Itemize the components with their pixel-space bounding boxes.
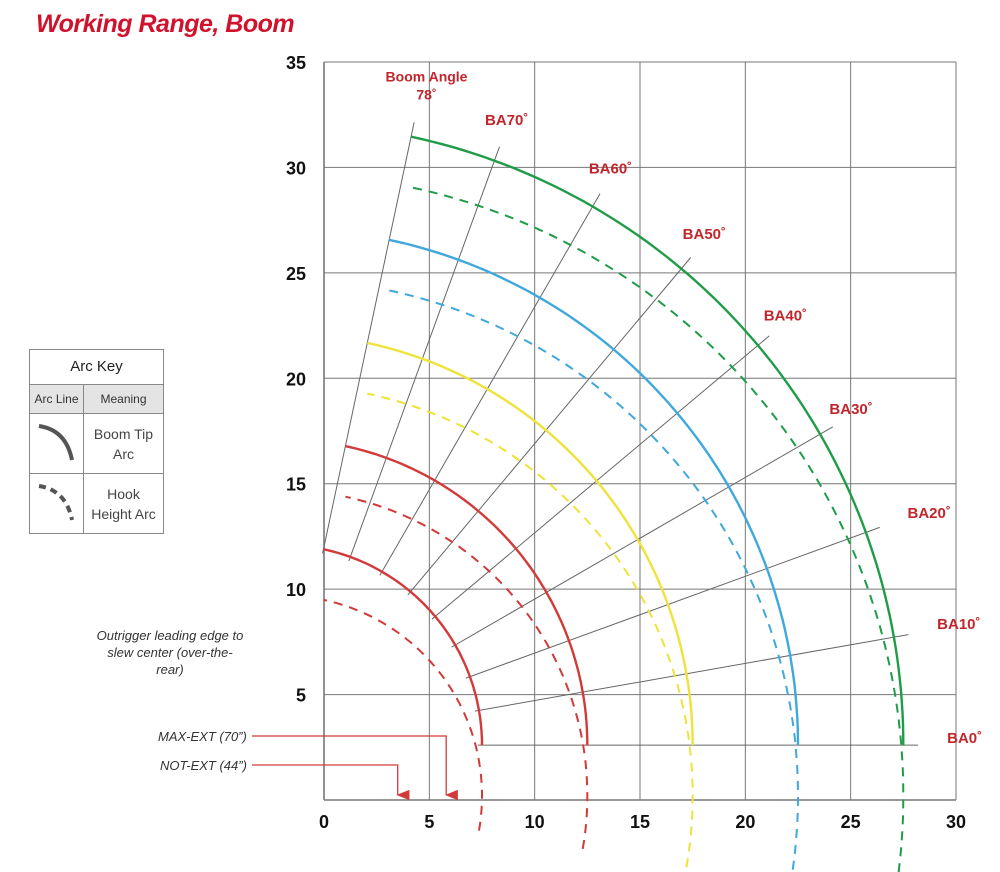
outrigger-note: Outrigger leading edge to slew center (o… [96,628,244,677]
y-tick-label: 25 [286,264,306,284]
boom-angle-label: BA70˚ [485,112,528,129]
dashed-arc-icon [30,474,84,533]
x-tick-label: 25 [841,812,861,832]
arc-key: Arc Key Arc Line Meaning Boom Tip Arc Ho… [29,349,164,534]
y-tick-label: 15 [286,475,306,495]
hook-height-arc [323,598,483,831]
boom-angle-line [348,146,500,562]
page-title: Working Range, Boom [36,10,295,38]
y-tick-label: 10 [286,580,306,600]
boom-tip-arc [367,341,694,746]
x-tick-label: 30 [946,812,966,832]
x-tick-label: 0 [319,812,329,832]
boom-angle-label: BA60˚ [589,160,632,177]
arc-key-meaning: Hook Height Arc [91,485,156,522]
arc-key-row-boom-tip: Boom Tip Arc [30,413,163,473]
y-tick-label: 35 [286,53,306,73]
max-ext-label: MAX-EXT (70”) [158,729,247,744]
boom-angle-label: BA10˚ [937,616,980,633]
hook-height-arc [388,289,800,872]
y-tick-label: 5 [296,686,306,706]
boom-angle-line [379,193,601,576]
boom-tip-arc [345,444,589,746]
boom-angle-line [431,335,770,620]
boom-angle-line [322,122,415,554]
boom-angle-line [407,257,692,596]
x-tick-label: 5 [424,812,434,832]
max-ext-arrow [252,735,458,801]
boom-angle-line [474,634,909,712]
boom-angle-label: BA20˚ [908,505,951,522]
x-tick-label: 10 [525,812,545,832]
boom-tip-arc [410,135,905,746]
y-tick-label: 20 [286,369,306,389]
boom-angle-label: BA40˚ [764,307,807,324]
boom-angle-label: BA30˚ [829,401,872,418]
hook-height-arc [345,495,589,850]
y-tick-label: 30 [286,158,306,178]
hook-height-arc [367,392,694,868]
arc-key-title: Arc Key [30,350,163,385]
boom-angle-header: Boom Angle [386,69,468,85]
boom-angle-line [465,526,880,679]
boom-angle-label: BA50˚ [683,226,726,243]
arc-key-col-meaning: Meaning [84,385,163,413]
arc-key-meaning: Boom Tip Arc [93,425,154,462]
solid-arc-icon [30,414,84,473]
not-ext-label: NOT-EXT (44”) [160,758,247,773]
hook-height-arc [410,186,905,872]
boom-angle-header-value: 78˚ [416,87,436,103]
x-tick-label: 20 [735,812,755,832]
boom-angle-line [451,426,834,648]
boom-tip-arc [388,238,800,746]
arc-key-row-hook-height: Hook Height Arc [30,473,163,533]
x-tick-label: 15 [630,812,650,832]
arc-key-col-line: Arc Line [30,385,84,413]
boom-tip-arc [323,548,484,746]
not-ext-arrow [252,764,410,801]
boom-angle-label: BA0˚ [947,730,982,747]
